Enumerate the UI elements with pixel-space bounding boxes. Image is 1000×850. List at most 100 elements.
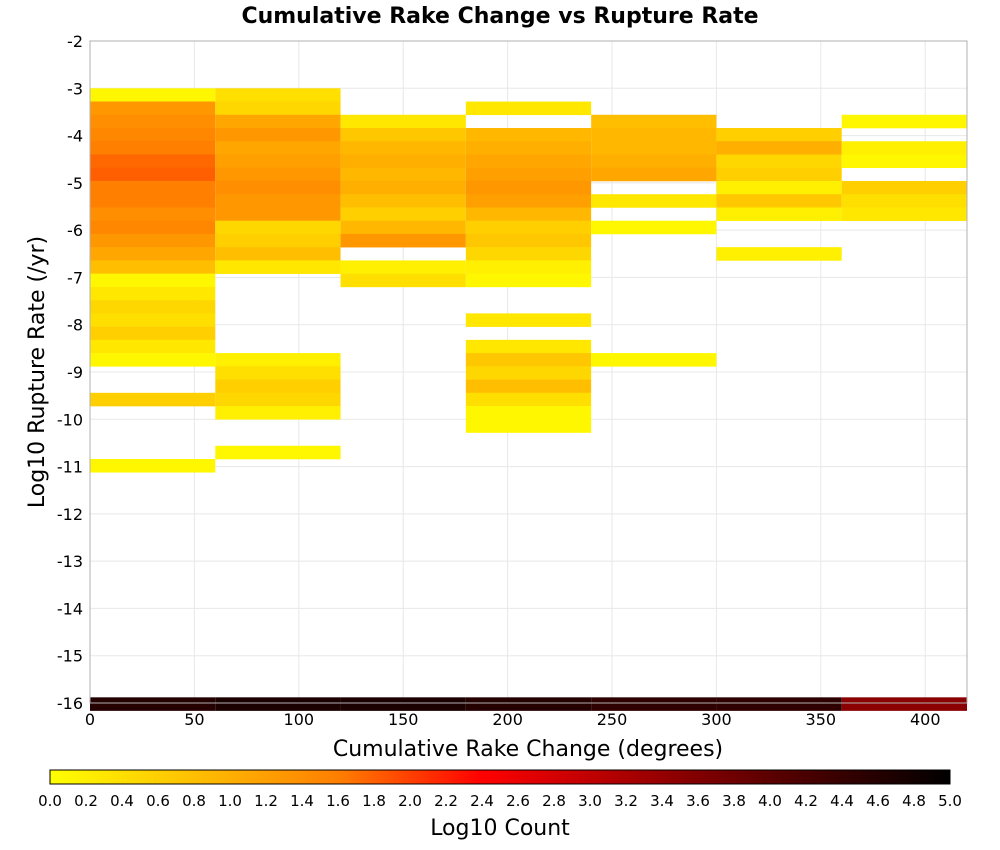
colorbar-tick-label: 0.0: [38, 792, 62, 810]
y-tick-label: -4: [67, 127, 83, 146]
colorbar-tick-label: 4.2: [794, 792, 818, 810]
heatmap-cell: [215, 260, 341, 274]
colorbar-tick-label: 2.6: [506, 792, 530, 810]
colorbar-tick-label: 1.2: [254, 792, 278, 810]
colorbar-tick-label: 0.2: [74, 792, 98, 810]
heatmap-cells: [90, 88, 967, 711]
heatmap-cell: [340, 141, 466, 155]
heatmap-cell: [90, 141, 216, 155]
y-axis-label: Log10 Rupture Rate (/yr): [25, 236, 50, 508]
x-tick-label: 150: [388, 710, 419, 729]
colorbar-tick-label: 0.4: [110, 792, 134, 810]
colorbar-tick-label: 5.0: [938, 792, 962, 810]
colorbar-tick-label: 4.6: [866, 792, 890, 810]
heatmap-cell: [465, 392, 592, 407]
heatmap-cell: [215, 114, 341, 129]
colorbar-tick-label: 4.8: [902, 792, 926, 810]
heatmap-cell: [340, 233, 466, 248]
heatmap-cell: [90, 353, 216, 367]
heatmap-cell: [465, 313, 592, 327]
x-tick-label: 100: [284, 710, 315, 729]
heatmap-cell: [215, 141, 341, 155]
heatmap-cell: [90, 273, 216, 288]
y-tick-label: -13: [57, 552, 83, 571]
heatmap-cell: [465, 379, 592, 394]
heatmap-cell: [90, 697, 216, 711]
x-tick-label: 350: [806, 710, 837, 729]
heatmap-cell: [465, 419, 592, 433]
heatmap-cell: [90, 114, 216, 129]
heatmap-cell: [340, 207, 466, 221]
heatmap-cell: [465, 207, 592, 221]
heatmap-cell: [465, 167, 592, 182]
heatmap-cell: [90, 326, 216, 341]
heatmap-cell: [591, 194, 717, 208]
colorbar-tick-label: 2.8: [542, 792, 566, 810]
heatmap-cell: [215, 247, 341, 261]
y-tick-label: -7: [67, 268, 83, 287]
heatmap-cell: [340, 167, 466, 182]
heatmap-cell: [841, 697, 967, 711]
heatmap-cell: [90, 313, 216, 327]
colorbar-tick-label: 1.0: [218, 792, 242, 810]
heatmap-cell: [465, 273, 592, 288]
heatmap-cell: [465, 406, 592, 420]
heatmap-cell: [215, 154, 341, 169]
heatmap-cell: [340, 154, 466, 169]
heatmap-cell: [841, 154, 967, 169]
heatmap-cell: [716, 154, 842, 169]
heatmap-cell: [841, 194, 967, 208]
heatmap-cell: [215, 88, 341, 102]
x-tick-label: 0: [85, 710, 95, 729]
colorbar-tick-label: 1.4: [290, 792, 314, 810]
heatmap-cell: [340, 260, 466, 274]
heatmap-cell: [215, 392, 341, 407]
colorbar-tick-label: 2.2: [434, 792, 458, 810]
heatmap-cell: [215, 180, 341, 195]
heatmap-cell: [215, 220, 341, 235]
colorbar-tick-label: 3.2: [614, 792, 638, 810]
heatmap-cell: [215, 207, 341, 221]
heatmap-cell: [215, 366, 341, 380]
y-tick-label: -9: [67, 363, 83, 382]
heatmap-cell: [215, 406, 341, 420]
heatmap-cell: [841, 114, 967, 129]
heatmap-cell: [215, 379, 341, 394]
heatmap-cell: [215, 445, 341, 460]
y-tick-label: -3: [67, 79, 83, 98]
heatmap-cell: [465, 339, 592, 354]
heatmap-cell: [841, 180, 967, 195]
heatmap-cell: [716, 247, 842, 261]
colorbar-tick-label: 1.6: [326, 792, 350, 810]
colorbar-tick-labels: 0.0 0.2 0.4 0.6 0.8 1.0 1.2 1.4 1.6 1.8 2.0 2.2 2.4 2…: [38, 792, 962, 810]
x-tick-label: 300: [701, 710, 732, 729]
colorbar-tick-label: 0.6: [146, 792, 170, 810]
heatmap-cell: [465, 101, 592, 116]
heatmap-cell: [215, 194, 341, 208]
y-tick-label: -5: [67, 174, 83, 193]
heatmap-cell: [465, 220, 592, 235]
heatmap-cell: [716, 697, 842, 711]
heatmap-cell: [90, 154, 216, 169]
heatmap-cell: [716, 141, 842, 155]
heatmap-cell: [716, 167, 842, 182]
x-tick-label: 50: [184, 710, 204, 729]
heatmap-cell: [465, 260, 592, 274]
colorbar-tick-label: 4.4: [830, 792, 854, 810]
heatmap-cell: [591, 353, 717, 367]
heatmap-cell: [465, 180, 592, 195]
x-tick-label: 200: [492, 710, 523, 729]
colorbar-tick-label: 3.4: [650, 792, 674, 810]
heatmap-cell: [716, 194, 842, 208]
heatmap-cell: [340, 180, 466, 195]
heatmap-cell: [215, 697, 341, 711]
y-tick-label: -8: [67, 316, 83, 335]
y-tick-label: -12: [57, 505, 83, 524]
y-tick-label: -16: [57, 694, 83, 713]
heatmap-cell: [340, 128, 466, 142]
heatmap-cell: [90, 101, 216, 116]
heatmap-cell: [90, 392, 216, 407]
colorbar-tick-label: 3.8: [722, 792, 746, 810]
heatmap-cell: [716, 128, 842, 142]
